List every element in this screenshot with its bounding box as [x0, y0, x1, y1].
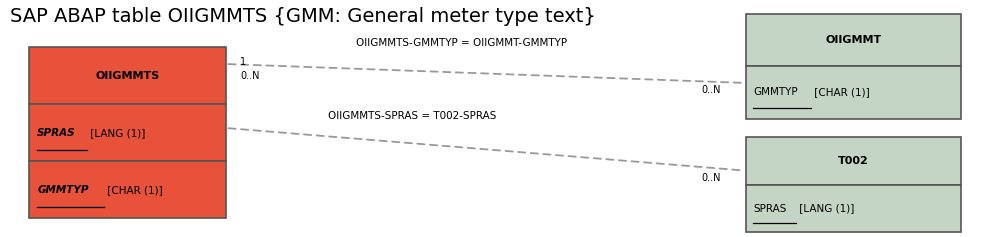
FancyBboxPatch shape [746, 185, 961, 232]
FancyBboxPatch shape [29, 104, 226, 161]
Text: GMMTYP: GMMTYP [37, 185, 88, 195]
FancyBboxPatch shape [746, 14, 961, 66]
Text: 0..N: 0..N [240, 71, 260, 81]
Text: OIIGMMTS-SPRAS = T002-SPRAS: OIIGMMTS-SPRAS = T002-SPRAS [328, 111, 496, 121]
Text: T002: T002 [838, 156, 869, 166]
Text: OIIGMMTS: OIIGMMTS [95, 71, 160, 81]
FancyBboxPatch shape [746, 137, 961, 185]
Text: [CHAR (1)]: [CHAR (1)] [811, 87, 870, 97]
Text: [LANG (1)]: [LANG (1)] [797, 204, 854, 214]
Text: 0..N: 0..N [701, 173, 721, 183]
FancyBboxPatch shape [29, 47, 226, 104]
Text: SPRAS: SPRAS [753, 204, 787, 214]
Text: [LANG (1)]: [LANG (1)] [87, 128, 145, 138]
Text: SAP ABAP table OIIGMMTS {GMM: General meter type text}: SAP ABAP table OIIGMMTS {GMM: General me… [10, 7, 595, 26]
Text: OIIGMMT: OIIGMMT [825, 35, 882, 45]
Text: [CHAR (1)]: [CHAR (1)] [104, 185, 163, 195]
Text: GMMTYP: GMMTYP [753, 87, 798, 97]
FancyBboxPatch shape [746, 66, 961, 118]
Text: 1: 1 [240, 57, 246, 67]
Text: SPRAS: SPRAS [37, 128, 76, 138]
Text: OIIGMMTS-GMMTYP = OIIGMMT-GMMTYP: OIIGMMTS-GMMTYP = OIIGMMT-GMMTYP [355, 38, 567, 48]
FancyBboxPatch shape [29, 161, 226, 218]
Text: 0..N: 0..N [701, 85, 721, 95]
